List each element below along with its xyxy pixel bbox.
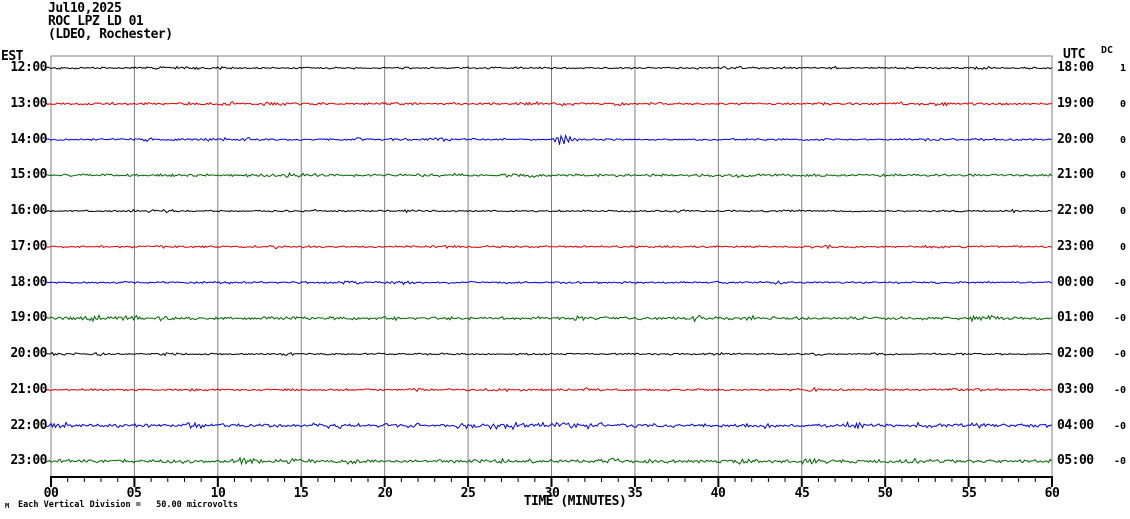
x-tick-label: 35	[627, 486, 643, 501]
x-axis-title: TIME (MINUTES)	[523, 494, 627, 509]
utc-time-label: 04:00	[1057, 418, 1094, 433]
x-tick-label: 15	[293, 486, 309, 501]
x-tick-label: 30	[544, 486, 560, 501]
trace-1300-red	[44, 100, 1052, 107]
utc-time-label: 00:00	[1057, 275, 1094, 290]
header-station: ROC LPZ LD 01	[48, 14, 144, 29]
utc-time-label: 01:00	[1057, 310, 1094, 325]
trace-2200-blue	[44, 420, 1052, 431]
scale-note: Each Vertical Division = 50.00 microvolt…	[18, 500, 239, 510]
dc-value: 1	[1119, 63, 1126, 74]
x-tick-label: 05	[126, 486, 142, 501]
est-time-label: 14:00	[10, 132, 47, 147]
x-tick-label: 45	[794, 486, 810, 501]
trace-1900-green	[44, 313, 1052, 323]
dc-value: -0	[1113, 421, 1126, 432]
utc-time-label: 22:00	[1057, 203, 1094, 218]
dc-value: 0	[1119, 170, 1126, 181]
est-time-label: 22:00	[10, 418, 47, 433]
left-axis-title: EST	[1, 49, 23, 64]
est-time-label: 18:00	[10, 275, 47, 290]
header-network: (LDEO, Rochester)	[48, 27, 173, 42]
x-tick-label: 20	[377, 486, 393, 501]
corner-mark: M	[5, 502, 10, 510]
dc-value: -0	[1113, 385, 1126, 396]
utc-time-label: 20:00	[1057, 132, 1094, 147]
dc-column-title: DC	[1101, 45, 1114, 56]
est-time-label: 21:00	[10, 382, 47, 397]
dc-value: -0	[1113, 349, 1126, 360]
dc-value: 0	[1119, 135, 1126, 146]
est-time-label: 12:00	[10, 60, 47, 75]
trace-2100-red	[44, 386, 1052, 393]
trace-1700-red	[44, 244, 1052, 250]
est-time-label: 16:00	[10, 203, 47, 218]
trace-1600-black	[44, 208, 1052, 214]
utc-time-label: 18:00	[1057, 60, 1094, 75]
x-tick-label: 50	[877, 486, 893, 501]
dc-value: -0	[1113, 278, 1126, 289]
trace-2300-green	[44, 456, 1052, 466]
est-time-label: 13:00	[10, 96, 47, 111]
dc-value: 0	[1119, 206, 1126, 217]
dc-value: 0	[1119, 99, 1126, 110]
trace-2000-black	[44, 351, 1052, 357]
dc-value: 0	[1119, 242, 1126, 253]
trace-1200-black	[44, 65, 1052, 71]
trace-1500-green	[44, 171, 1052, 179]
utc-time-label: 03:00	[1057, 382, 1094, 397]
x-tick-label: 60	[1044, 486, 1060, 501]
right-axis-title: UTC	[1063, 47, 1085, 62]
utc-time-label: 21:00	[1057, 167, 1094, 182]
x-tick-label: 40	[710, 486, 726, 501]
est-time-label: 20:00	[10, 346, 47, 361]
utc-time-label: 23:00	[1057, 239, 1094, 254]
utc-time-label: 19:00	[1057, 96, 1094, 111]
dc-value: -0	[1113, 456, 1126, 467]
utc-time-label: 02:00	[1057, 346, 1094, 361]
x-tick-label: 25	[460, 486, 476, 501]
header-date: Jul10,2025	[48, 1, 122, 16]
trace-1400-blue	[44, 133, 1052, 145]
x-tick-label: 00	[43, 486, 59, 501]
trace-1800-blue	[44, 280, 1052, 286]
utc-time-label: 05:00	[1057, 453, 1094, 468]
est-time-label: 23:00	[10, 453, 47, 468]
est-time-label: 15:00	[10, 167, 47, 182]
est-time-label: 19:00	[10, 310, 47, 325]
dc-value: -0	[1113, 313, 1126, 324]
est-time-label: 17:00	[10, 239, 47, 254]
x-tick-label: 55	[961, 486, 977, 501]
x-tick-label: 10	[210, 486, 226, 501]
